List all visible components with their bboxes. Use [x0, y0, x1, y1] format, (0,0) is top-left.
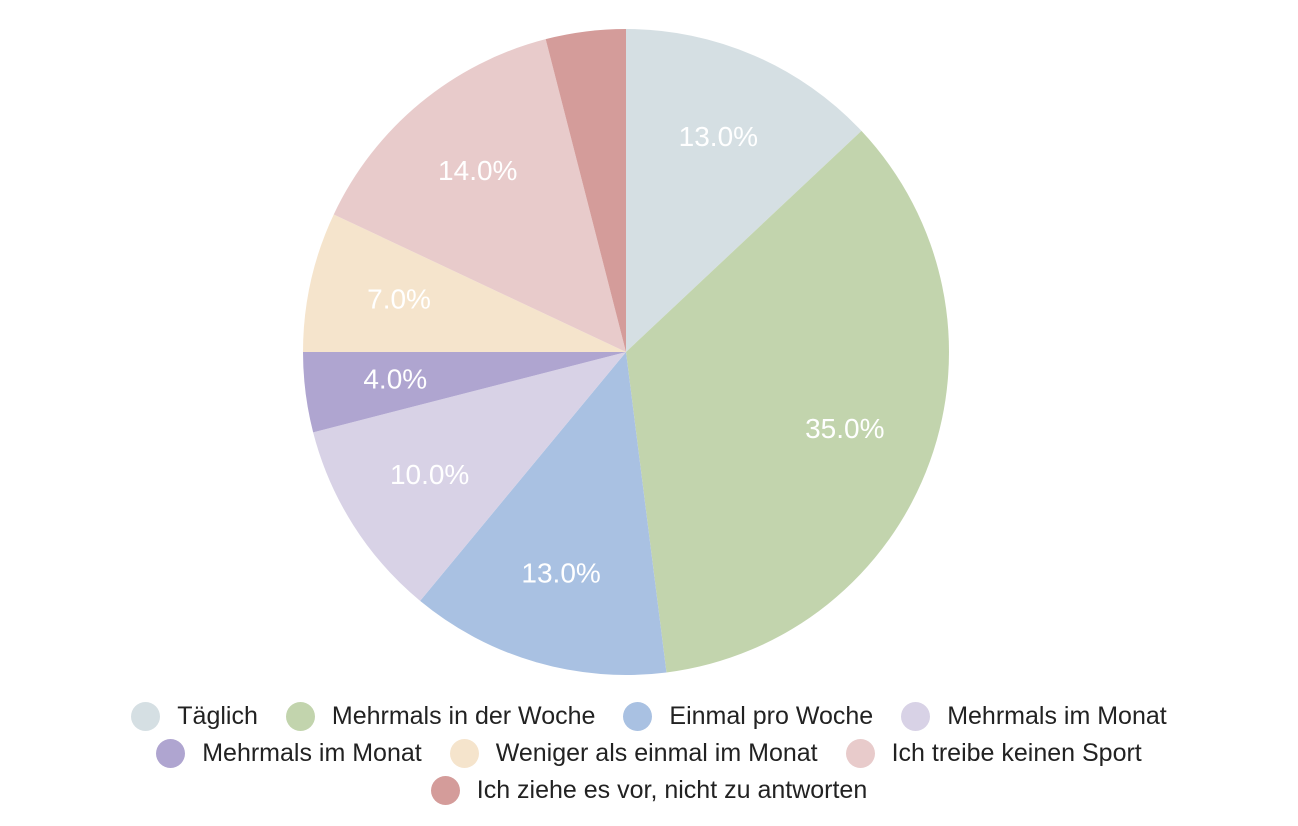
- slice-label: 7.0%: [367, 284, 431, 315]
- slice-label: 13.0%: [679, 121, 758, 152]
- pie-slice: [545, 29, 626, 352]
- legend-label: Einmal pro Woche: [669, 702, 874, 730]
- legend-swatch: [131, 702, 161, 731]
- slice-label: 4.0%: [363, 364, 427, 395]
- legend-swatch: [845, 739, 875, 768]
- slice-label: 14.0%: [438, 155, 517, 186]
- slice-label: 10.0%: [390, 459, 469, 490]
- legend-swatch: [449, 739, 479, 768]
- legend-row: Täglich Mehrmals in der Woche Einmal pro W…: [0, 698, 1298, 735]
- legend-row: Ich ziehe es vor, nicht zu antworten: [0, 772, 1298, 809]
- legend-swatch: [285, 702, 315, 731]
- pie-slice: [420, 352, 667, 675]
- legend-swatch: [430, 776, 460, 805]
- legend-row: Mehrmals im Monat Weniger als einmal im M…: [0, 735, 1298, 772]
- legend-item: Mehrmals im Monat: [901, 702, 1167, 731]
- legend-item: Ich ziehe es vor, nicht zu antworten: [430, 776, 868, 805]
- legend-label: Mehrmals in der Woche: [331, 702, 596, 730]
- legend-label: Ich treibe keinen Sport: [891, 739, 1142, 767]
- pie-slice: [333, 39, 626, 352]
- pie-slice: [303, 214, 626, 352]
- legend-label: Mehrmals im Monat: [947, 702, 1167, 730]
- legend-item: Ich treibe keinen Sport: [845, 739, 1142, 768]
- legend-swatch: [623, 702, 653, 731]
- legend-item: Täglich: [131, 702, 258, 731]
- slice-label: 13.0%: [521, 558, 600, 589]
- legend-item: Mehrmals im Monat: [156, 739, 422, 768]
- pie-slice: [313, 352, 626, 601]
- pie-slice: [626, 29, 862, 352]
- legend-swatch: [156, 739, 186, 768]
- legend-item: Mehrmals in der Woche: [285, 702, 596, 731]
- legend-label: Mehrmals im Monat: [202, 739, 422, 767]
- slice-label: 35.0%: [805, 413, 884, 444]
- legend-swatch: [901, 702, 931, 731]
- legend-label: Täglich: [177, 702, 258, 730]
- legend-label: Weniger als einmal im Monat: [495, 739, 818, 767]
- legend-item: Weniger als einmal im Monat: [449, 739, 818, 768]
- pie-slice: [303, 352, 626, 433]
- legend-label: Ich ziehe es vor, nicht zu antworten: [476, 776, 868, 804]
- legend: Täglich Mehrmals in der Woche Einmal pro W…: [0, 698, 1298, 809]
- legend-item: Einmal pro Woche: [623, 702, 873, 731]
- pie-slice: [626, 130, 949, 673]
